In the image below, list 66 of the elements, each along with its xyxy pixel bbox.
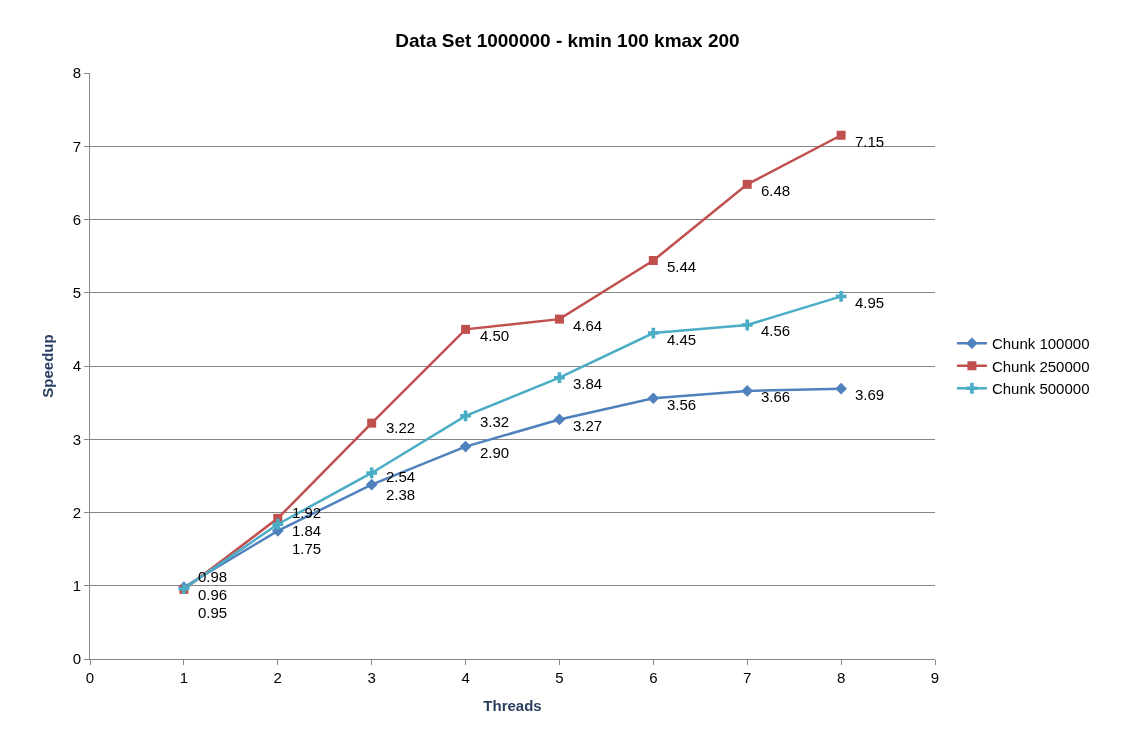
data-label: 3.56 — [667, 396, 697, 413]
y-tick-label: 2 — [72, 503, 81, 521]
data-label: 4.95 — [855, 294, 885, 311]
x-tick-label: 2 — [273, 669, 282, 686]
data-label: 4.64 — [573, 317, 603, 334]
x-tick-label: 6 — [649, 669, 658, 686]
x-tick-label: 9 — [930, 669, 940, 686]
data-label: 3.32 — [480, 413, 510, 430]
data-label: 2.54 — [386, 468, 416, 485]
data-label: 2.90 — [480, 444, 510, 461]
point — [367, 418, 377, 428]
y-tick-label: 4 — [72, 357, 81, 375]
legend-label: Chunk 250000 — [991, 357, 1090, 375]
point — [647, 392, 660, 405]
point — [741, 319, 753, 331]
data-label: 4.50 — [480, 327, 510, 344]
y-tick-label: 1 — [72, 577, 81, 594]
data-label: 3.84 — [573, 375, 603, 392]
y-tick-label: 5 — [72, 284, 81, 301]
y-tick-label: 8 — [72, 64, 81, 82]
data-label: 4.56 — [761, 322, 791, 339]
data-label: 1.84 — [292, 522, 322, 539]
data-label: 7.15 — [855, 133, 885, 150]
data-label: 0.96 — [198, 586, 228, 603]
point — [365, 478, 378, 491]
y-tick-label: 6 — [72, 210, 81, 228]
x-tick-label: 8 — [836, 669, 846, 686]
point — [461, 324, 471, 334]
point — [742, 179, 752, 189]
data-label: 1.75 — [292, 540, 322, 557]
point — [553, 413, 566, 426]
x-tick-label: 7 — [743, 669, 752, 686]
x-tick-label: 0 — [85, 669, 95, 686]
point — [835, 291, 847, 302]
x-tick-label: 3 — [367, 669, 376, 686]
point — [554, 372, 565, 384]
x-tick-label: 1 — [179, 669, 189, 686]
data-label: 3.27 — [573, 417, 603, 434]
x-axis-title: Threads — [483, 697, 542, 714]
point — [835, 382, 847, 395]
point — [366, 467, 378, 479]
point — [459, 440, 472, 453]
point — [648, 256, 658, 266]
data-label: 0.98 — [198, 568, 228, 585]
x-tick-label: 5 — [555, 669, 564, 686]
data-label: 3.69 — [855, 386, 885, 403]
y-tick-label: 3 — [72, 430, 81, 448]
point — [460, 410, 471, 422]
point — [836, 130, 846, 140]
legend-label: Chunk 100000 — [991, 335, 1090, 353]
data-label: 0.95 — [198, 604, 228, 621]
point — [647, 327, 659, 339]
data-label: 6.48 — [761, 182, 791, 199]
y-tick-label: 0 — [72, 650, 81, 668]
data-label: 3.22 — [386, 419, 416, 436]
y-tick-label: 7 — [72, 137, 81, 155]
x-tick-label: 4 — [461, 669, 470, 686]
data-label: 2.38 — [386, 486, 416, 503]
data-label: 3.66 — [761, 388, 791, 405]
legend-label: Chunk 500000 — [991, 380, 1090, 398]
chart-title: Data Set 1000000 - kmin 100 kmax 200 — [395, 30, 740, 52]
data-label: 5.44 — [667, 258, 697, 275]
point — [272, 518, 284, 530]
point — [554, 314, 564, 324]
y-axis-title: Speedup — [38, 334, 56, 398]
data-label: 4.45 — [667, 331, 697, 348]
